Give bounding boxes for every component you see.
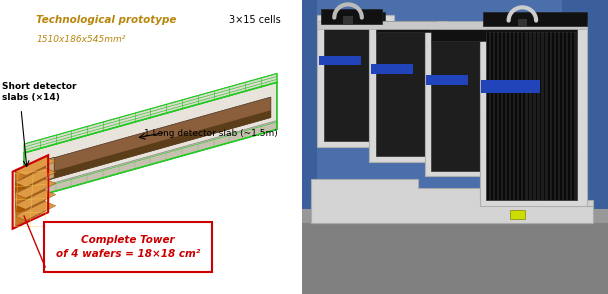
Bar (523, 32, 525, 200)
Bar (371, 64, 413, 74)
Bar (486, 21, 578, 32)
Bar (528, 32, 530, 200)
Polygon shape (311, 179, 593, 223)
Text: Complete Tower
of 4 wafers = 18×18 cm²: Complete Tower of 4 wafers = 18×18 cm² (56, 235, 200, 259)
Polygon shape (45, 110, 271, 181)
Bar (487, 32, 489, 200)
Bar (568, 32, 570, 200)
Bar (507, 32, 509, 200)
Text: 1 Long detector slab (~1.5m): 1 Long detector slab (~1.5m) (145, 129, 278, 138)
Bar (486, 32, 578, 200)
Bar (496, 32, 497, 200)
Bar (370, 21, 446, 162)
Polygon shape (45, 97, 271, 181)
Polygon shape (15, 179, 45, 204)
Bar (317, 0, 562, 191)
Bar (302, 212, 608, 294)
Polygon shape (15, 190, 45, 215)
Bar (516, 32, 517, 200)
Bar (519, 32, 521, 200)
Bar (499, 32, 501, 200)
Text: Short detector
slabs (×14): Short detector slabs (×14) (1, 82, 76, 102)
Polygon shape (24, 74, 277, 153)
Bar (503, 32, 505, 200)
Bar (319, 56, 361, 65)
Text: Technological prototype: Technological prototype (36, 15, 176, 25)
Polygon shape (15, 168, 56, 187)
Bar (317, 21, 587, 29)
Bar (511, 32, 513, 200)
Bar (560, 32, 562, 200)
Bar (302, 209, 608, 223)
Bar (483, 12, 587, 26)
Bar (572, 32, 574, 200)
Polygon shape (15, 168, 45, 193)
FancyBboxPatch shape (44, 222, 212, 272)
Text: 3×15 cells: 3×15 cells (229, 15, 280, 25)
Polygon shape (15, 190, 56, 209)
Bar (551, 32, 553, 200)
Polygon shape (15, 157, 56, 176)
Bar (430, 41, 492, 171)
Polygon shape (24, 121, 277, 200)
Bar (536, 32, 537, 200)
Polygon shape (24, 82, 277, 200)
Polygon shape (15, 201, 45, 226)
Polygon shape (15, 179, 56, 198)
Bar (481, 80, 540, 93)
Bar (564, 32, 565, 200)
Bar (518, 19, 527, 26)
Polygon shape (15, 157, 45, 182)
Text: 1510x186x545mm²: 1510x186x545mm² (36, 35, 125, 44)
Bar (426, 75, 468, 85)
Bar (376, 32, 437, 156)
Bar (344, 16, 353, 24)
Bar (540, 32, 542, 200)
Bar (376, 21, 437, 32)
Polygon shape (311, 200, 593, 223)
Polygon shape (15, 201, 56, 220)
Bar (480, 24, 587, 206)
Bar (548, 32, 550, 200)
Bar (556, 32, 558, 200)
Bar (323, 12, 385, 24)
Polygon shape (45, 157, 54, 181)
Bar (531, 32, 533, 200)
Bar (510, 210, 525, 219)
Bar (430, 29, 492, 41)
Bar (320, 9, 382, 24)
Bar (317, 15, 394, 147)
Bar (491, 32, 493, 200)
Bar (323, 24, 385, 141)
Bar (544, 32, 545, 200)
Bar (424, 29, 501, 176)
